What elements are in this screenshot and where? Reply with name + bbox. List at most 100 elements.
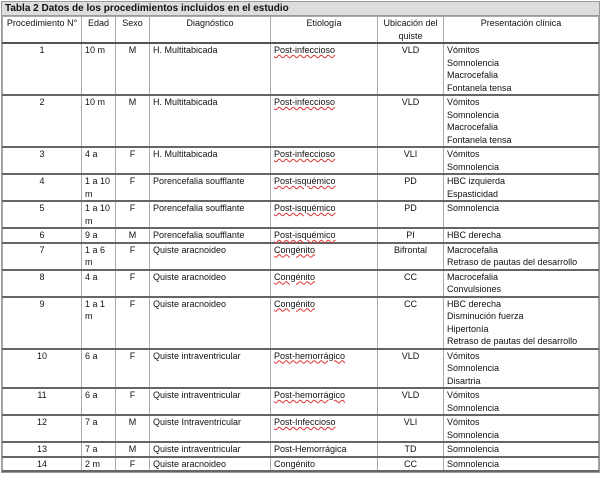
age-cell: 1 a 10 m — [81, 173, 116, 202]
etiology-text: Post-hemorrágico — [274, 350, 346, 361]
diagnosis-text: Quiste Intraventricular — [153, 417, 242, 427]
sex-cell: M — [115, 94, 150, 148]
location-cell: PD — [377, 173, 444, 202]
location-text: CC — [404, 458, 417, 469]
sex-cell: M — [115, 227, 150, 244]
diagnosis-cell: Quiste aracnoideo — [149, 242, 271, 271]
presentation-item: Somnolencia — [447, 161, 500, 172]
diagnosis-cell: Porencefalia soufflante — [149, 173, 271, 202]
presentation-item: Somnolencia — [447, 429, 500, 440]
age-text: 1 a 6 m — [85, 244, 106, 268]
location-cell: TD — [377, 441, 444, 458]
location-text: TD — [404, 444, 417, 454]
diagnosis-cell: Quiste intraventricular — [149, 441, 271, 458]
header-presentation: Presentación clínica — [443, 16, 599, 44]
procedure-number-text: 5 — [39, 203, 45, 213]
presentation-item: Vómitos — [447, 45, 480, 55]
location-cell: VLD — [377, 42, 444, 96]
age-text: 6 a — [85, 390, 98, 400]
diagnosis-cell: Quiste aracnoideo — [149, 456, 271, 472]
presentation-item: Somnolencia — [447, 203, 500, 213]
procedure-number-cell: 3 — [2, 146, 82, 175]
presentation-item: Macrocefalia — [447, 271, 499, 282]
diagnosis-text: Porencefalia soufflante — [153, 230, 245, 240]
sex-cell: F — [115, 242, 150, 271]
diagnosis-cell: Quiste intraventricular — [149, 348, 271, 389]
presentation-cell: Vómitos Somnolencia — [443, 414, 599, 443]
presentation-item: Vómitos — [447, 149, 480, 159]
presentation-cell: Macrocefalia Convulsiones — [443, 269, 599, 298]
sex-text: F — [129, 244, 136, 255]
presentation-item: Somnolencia — [447, 444, 500, 454]
sex-cell: F — [115, 296, 150, 350]
procedure-number-text: 12 — [36, 417, 47, 427]
procedure-number-cell: 13 — [2, 441, 82, 458]
procedure-number-text: 13 — [36, 444, 47, 454]
location-text: VLD — [401, 97, 420, 107]
procedure-number-cell: 6 — [2, 227, 82, 244]
presentation-item: Espasticidad — [447, 188, 499, 199]
sex-cell: F — [115, 269, 150, 298]
age-cell: 10 m — [81, 94, 116, 148]
table-row: 6 9 a M Porencefalia soufflante Post-isquémi… — [2, 227, 599, 244]
presentation-item: Vómitos — [447, 97, 480, 107]
procedure-number-cell: 8 — [2, 269, 82, 298]
age-cell: 6 a — [81, 387, 116, 416]
sex-text: M — [128, 417, 137, 427]
location-cell: CC — [377, 269, 444, 298]
etiology-text: Post-hemorrágico — [274, 390, 346, 400]
diagnosis-cell: Porencefalia soufflante — [149, 227, 271, 244]
procedure-number-text: 3 — [39, 149, 45, 159]
table-row: 7 1 a 6 m F Quiste aracnoideo Congénito Bifro… — [2, 242, 599, 271]
diagnosis-text: H. Multitabicada — [153, 45, 218, 55]
procedure-number-cell: 10 — [2, 348, 82, 389]
presentation-item: Vómitos — [447, 350, 480, 361]
presentation-cell: HBC derecha — [443, 227, 599, 244]
sex-text: M — [128, 444, 137, 454]
table-title: Tabla 2 Datos de los procedimientos incl… — [2, 2, 599, 16]
procedure-number-text: 8 — [39, 271, 45, 282]
data-table-container: Tabla 2 Datos de los procedimientos incl… — [1, 1, 600, 473]
etiology-text: Congénito — [274, 298, 316, 309]
table-row: 10 6 a F Quiste intraventricular Post-hemorr… — [2, 348, 599, 389]
header-diagnosis: Diagnóstico — [149, 16, 271, 44]
sex-text: F — [129, 350, 136, 361]
presentation-cell: Somnolencia — [443, 200, 599, 229]
procedure-number-text: 7 — [39, 244, 45, 255]
etiology-text: Post-Infeccioso — [274, 417, 336, 427]
sex-text: M — [128, 45, 137, 55]
etiology-cell: Congénito — [270, 269, 378, 298]
header-procedure: Procedimiento N° — [2, 16, 82, 44]
diagnosis-text: Quiste intraventricular — [153, 444, 241, 454]
location-cell: VLD — [377, 94, 444, 148]
location-cell: Bifrontal — [377, 242, 444, 271]
presentation-item: Retraso de pautas del desarrollo — [447, 257, 578, 267]
etiology-text: Post-Hemorrágica — [274, 444, 347, 454]
presentation-item: Macrocefalia — [447, 122, 499, 132]
etiology-cell: Post-Hemorrágica — [270, 441, 378, 458]
etiology-text: Post-infeccioso — [274, 45, 336, 55]
location-text: VLD — [401, 45, 420, 55]
age-cell: 1 a 1 m — [81, 296, 116, 350]
age-cell: 4 a — [81, 269, 116, 298]
age-text: 1 a 10 m — [85, 203, 111, 226]
procedure-number-text: 6 — [39, 230, 45, 240]
diagnosis-text: Quiste aracnoideo — [153, 271, 227, 282]
presentation-item: Vómitos — [447, 390, 480, 400]
presentation-item: HBC derecha — [447, 298, 502, 309]
diagnosis-cell: Quiste aracnoideo — [149, 269, 271, 298]
sex-text: F — [129, 271, 136, 282]
sex-text: F — [129, 458, 136, 469]
location-text: PI — [406, 230, 415, 240]
sex-cell: F — [115, 173, 150, 202]
presentation-cell: Somnolencia — [443, 456, 599, 472]
presentation-item: Somnolencia — [447, 458, 500, 469]
presentation-item: Hipertonía — [447, 323, 489, 334]
procedure-number-cell: 11 — [2, 387, 82, 416]
presentation-item: Fontanela tensa — [447, 134, 512, 145]
age-text: 6 a — [85, 350, 98, 361]
etiology-text: Congénito — [274, 458, 316, 469]
etiology-cell: Post-infeccioso — [270, 94, 378, 148]
location-text: CC — [404, 271, 417, 282]
sex-cell: F — [115, 456, 150, 472]
